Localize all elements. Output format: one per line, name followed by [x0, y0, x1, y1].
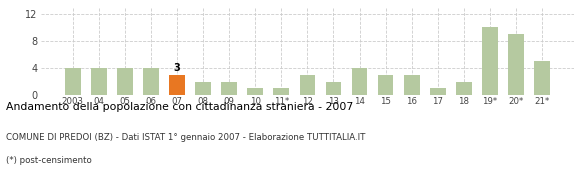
- Bar: [325, 82, 341, 95]
- Text: Andamento della popolazione con cittadinanza straniera - 2007: Andamento della popolazione con cittadin…: [6, 102, 353, 112]
- Bar: [482, 27, 498, 95]
- Bar: [508, 34, 524, 95]
- Bar: [169, 75, 185, 95]
- Bar: [534, 61, 550, 95]
- Bar: [430, 88, 445, 95]
- Bar: [117, 68, 133, 95]
- Bar: [351, 68, 367, 95]
- Bar: [456, 82, 472, 95]
- Bar: [274, 88, 289, 95]
- Bar: [143, 68, 159, 95]
- Bar: [65, 68, 81, 95]
- Bar: [248, 88, 263, 95]
- Bar: [300, 75, 315, 95]
- Text: COMUNE DI PREDOI (BZ) - Dati ISTAT 1° gennaio 2007 - Elaborazione TUTTITALIA.IT: COMUNE DI PREDOI (BZ) - Dati ISTAT 1° ge…: [6, 133, 365, 142]
- Text: (*) post-censimento: (*) post-censimento: [6, 156, 92, 165]
- Bar: [378, 75, 393, 95]
- Bar: [195, 82, 211, 95]
- Bar: [91, 68, 107, 95]
- Bar: [404, 75, 419, 95]
- Bar: [222, 82, 237, 95]
- Text: 3: 3: [173, 63, 180, 73]
